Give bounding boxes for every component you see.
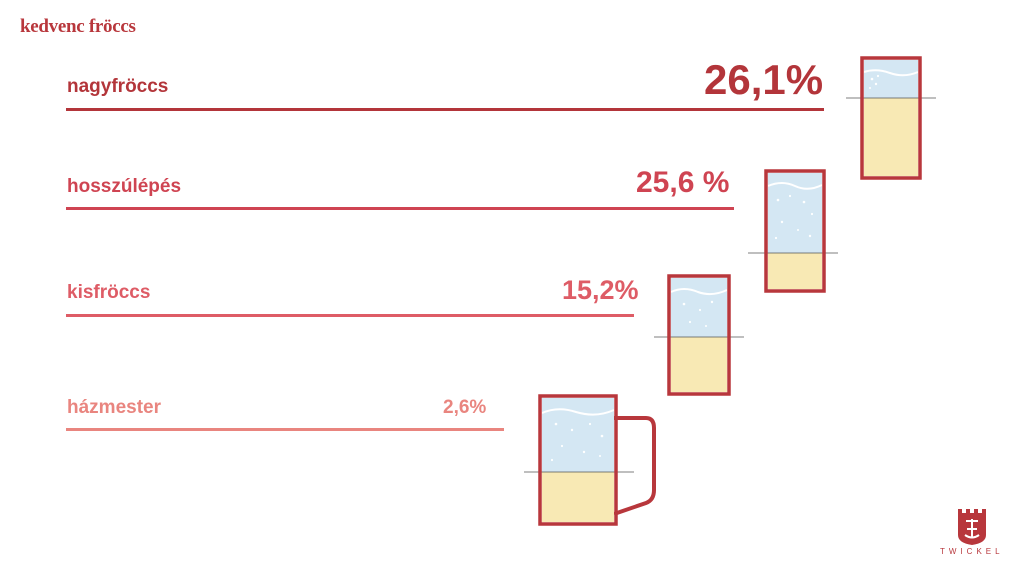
- wine-fill-nagyfroccs: [864, 98, 918, 176]
- wine-fill-kisfroccs: [671, 337, 727, 392]
- line-hazmester: [66, 428, 504, 431]
- glass-hosszulepes: [748, 169, 838, 293]
- value-hosszulepes: 25,6 %: [636, 166, 730, 199]
- wine-fill-hosszulepes: [768, 253, 822, 289]
- line-nagyfroccs: [66, 108, 824, 111]
- glass-hazmester: [524, 394, 656, 526]
- chart-title: kedvenc fröccs: [20, 16, 136, 37]
- value-kisfroccs: 15,2%: [562, 275, 639, 305]
- label-nagyfroccs: nagyfröccs: [67, 76, 169, 97]
- glass-nagyfroccs: [846, 56, 936, 180]
- wine-fill-hazmester: [542, 472, 614, 522]
- label-hazmester: házmester: [67, 397, 161, 418]
- castle-icon: [958, 509, 986, 545]
- glass-kisfroccs: [654, 274, 744, 396]
- line-hosszulepes: [66, 207, 734, 210]
- brand-name: TWICKEL: [940, 547, 1004, 556]
- label-hosszulepes: hosszúlépés: [67, 176, 182, 197]
- value-hazmester: 2,6%: [443, 397, 487, 418]
- value-nagyfroccs: 26,1%: [704, 56, 824, 103]
- line-kisfroccs: [66, 314, 634, 317]
- label-kisfroccs: kisfröccs: [67, 282, 151, 303]
